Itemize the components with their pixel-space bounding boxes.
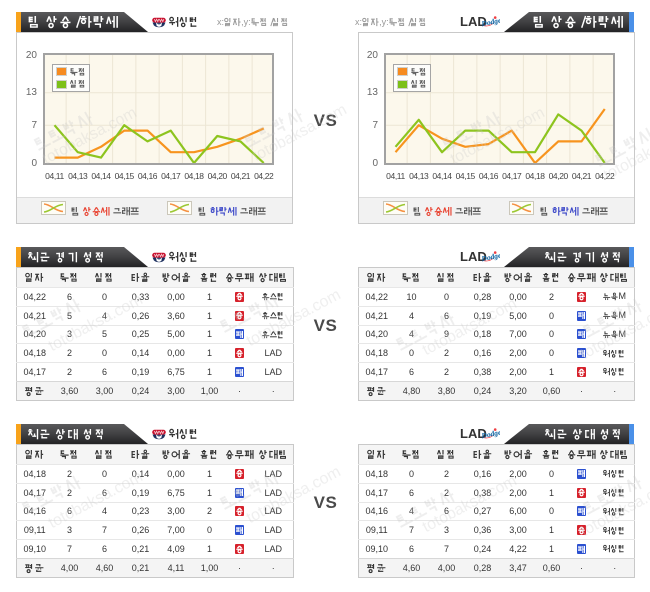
svg-text:Dodgers: Dodgers [482, 251, 500, 263]
svg-text:Dodgers: Dodgers [482, 16, 500, 28]
svg-text:Dodgers: Dodgers [482, 428, 500, 440]
